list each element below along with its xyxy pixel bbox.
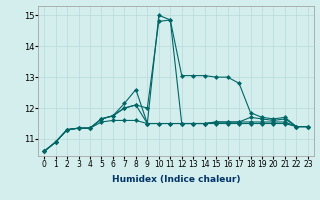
- X-axis label: Humidex (Indice chaleur): Humidex (Indice chaleur): [112, 175, 240, 184]
